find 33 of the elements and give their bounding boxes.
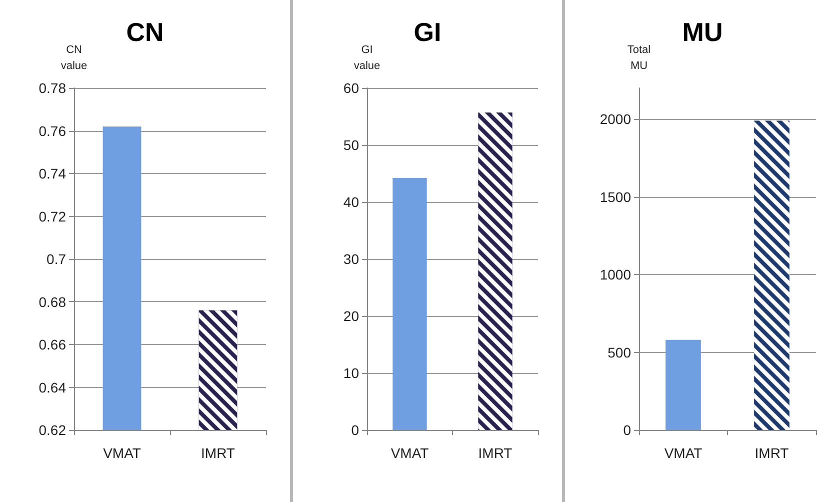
y-tick-label: 50 xyxy=(343,137,360,153)
y-axis-title: GI value xyxy=(354,44,380,72)
y-tick-label: 60 xyxy=(343,80,360,96)
chart-title: MU xyxy=(682,17,723,47)
y-tick-label: 0.68 xyxy=(38,294,66,310)
y-tick-label: 0.76 xyxy=(38,122,66,139)
y-tick-label: 1000 xyxy=(600,266,632,283)
y-tick-label: 0.78 xyxy=(38,80,66,96)
y-tick-label: 30 xyxy=(343,251,360,267)
x-tick-label: IMRT xyxy=(754,445,790,461)
y-tick-label: 0.64 xyxy=(38,379,66,396)
y-tick-label: 0.66 xyxy=(38,336,66,352)
y-tick-label: 0.72 xyxy=(38,208,66,224)
y-axis-title: Total MU xyxy=(627,44,651,72)
x-tick-label: IMRT xyxy=(201,445,236,461)
x-tick-label: VMAT xyxy=(390,445,430,461)
y-tick-label: 2000 xyxy=(600,111,632,128)
y-tick-label: 0 xyxy=(623,422,632,438)
x-tick-label: IMRT xyxy=(478,445,513,461)
y-tick-label: 40 xyxy=(343,194,360,210)
y-tick-label: 1500 xyxy=(600,188,632,205)
y-tick-label: 500 xyxy=(608,344,632,360)
x-tick-label: VMAT xyxy=(664,445,703,461)
y-tick-label: 0.62 xyxy=(38,422,66,438)
chart-title: CN xyxy=(126,17,164,47)
chart-title: GI xyxy=(414,17,442,47)
y-tick-label: 0.7 xyxy=(46,251,66,267)
y-tick-label: 20 xyxy=(343,308,360,324)
y-axis-title: CN value xyxy=(60,44,88,72)
y-tick-label: 10 xyxy=(343,365,360,381)
x-tick-label: VMAT xyxy=(103,445,142,461)
y-tick-label: 0.74 xyxy=(38,166,66,182)
y-tick-label: 0 xyxy=(351,422,360,438)
